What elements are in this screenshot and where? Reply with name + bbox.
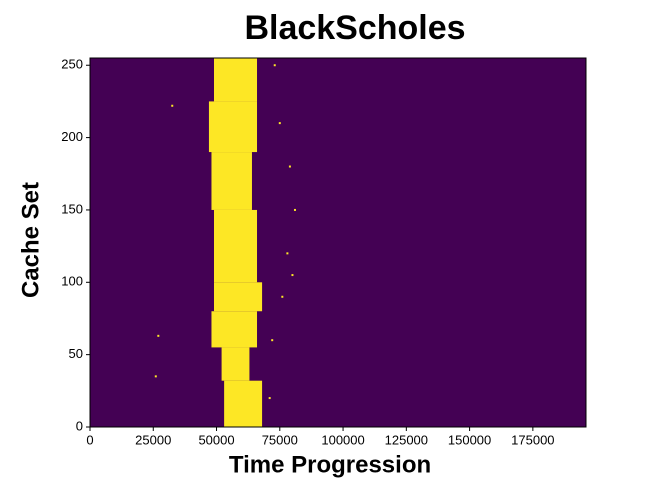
heatmap-cell <box>278 122 281 125</box>
x-tick-label: 125000 <box>385 432 428 447</box>
x-axis-label: Time Progression <box>229 451 431 478</box>
heatmap-cell <box>288 165 291 168</box>
heatmap-band <box>211 311 258 348</box>
x-tick-label: 175000 <box>511 432 554 447</box>
heatmap-cell <box>286 252 289 255</box>
plot-frame <box>89 57 587 428</box>
chart-title: BlackScholes <box>244 9 465 47</box>
heatmap-band <box>208 101 258 153</box>
y-axis-label: Cache Set <box>17 182 44 298</box>
heatmap-cell <box>171 104 174 107</box>
heatmap-cell <box>271 339 274 342</box>
y-tick-label: 0 <box>76 418 83 433</box>
heatmap-cell <box>291 274 294 277</box>
x-tick-label: 75000 <box>262 432 298 447</box>
heatmap-cell <box>281 295 284 298</box>
x-tick-label: 25000 <box>135 432 171 447</box>
heatmap-band <box>211 152 252 210</box>
x-tick-label: 100000 <box>321 432 364 447</box>
heatmap-cell <box>157 334 160 337</box>
heatmap-cell <box>154 375 157 378</box>
x-tick-label: 0 <box>86 432 93 447</box>
y-tick-label: 250 <box>61 57 83 72</box>
heatmap-cell <box>273 64 276 67</box>
y-tick-label: 200 <box>61 129 83 144</box>
y-tick-label: 100 <box>61 274 83 289</box>
x-tick-label: 150000 <box>448 432 491 447</box>
x-tick-label: 50000 <box>198 432 234 447</box>
y-tick-label: 150 <box>61 201 83 216</box>
heatmap-band <box>224 380 263 427</box>
heatmap-cell <box>268 397 271 400</box>
heatmap-band <box>214 282 263 312</box>
heatmap-background <box>90 58 586 427</box>
heatmap-cell <box>293 208 296 211</box>
heatmap-band <box>221 347 250 381</box>
y-tick-label: 50 <box>69 346 83 361</box>
heatmap-band <box>214 58 258 102</box>
heatmap-band <box>214 209 258 283</box>
